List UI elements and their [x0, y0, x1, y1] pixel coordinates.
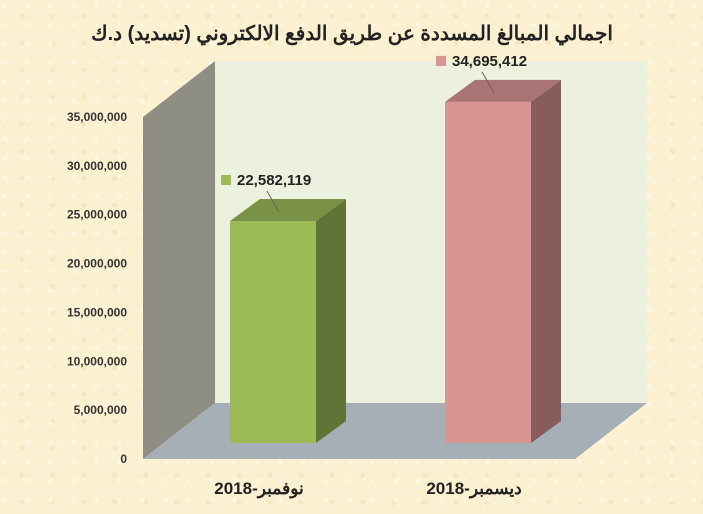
data-label-key: [221, 175, 231, 185]
data-label-leader: [266, 190, 280, 213]
bar-front: [230, 221, 316, 443]
bar-top: [445, 79, 561, 102]
y-tick-label: 30,000,000: [67, 159, 127, 173]
category-label: ديسمبر-2018: [426, 479, 521, 499]
floor: [143, 403, 647, 459]
y-tick-label: 15,000,000: [67, 305, 127, 319]
bar-side: [531, 79, 561, 443]
data-label: 22,582,119: [237, 172, 311, 189]
category-label: نوفمبر-2018: [214, 479, 303, 499]
data-label-key: [436, 55, 446, 66]
bars: [230, 79, 561, 443]
y-tick-label: 5,000,000: [74, 403, 128, 417]
y-tick-label: 25,000,000: [67, 208, 127, 222]
y-tick-label: 35,000,000: [67, 110, 127, 124]
side-wall: [143, 61, 215, 459]
bar-side: [316, 199, 346, 443]
data-label-leader: [481, 71, 495, 94]
y-tick-label: 20,000,000: [67, 257, 127, 271]
bar: [230, 199, 346, 443]
y-axis-ticks: 0 5,000,000 10,000,000 15,000,000 20,000,000…: [67, 110, 127, 466]
bar: [445, 79, 561, 443]
y-tick-label: 0: [120, 452, 127, 466]
bar-top: [230, 199, 346, 221]
category-labels: نوفمبر-2018 ديسمبر-2018: [214, 479, 521, 499]
data-label: 34,695,412: [452, 53, 527, 70]
chart-title: اجمالي المبالغ المسددة عن طريق الدفع الا…: [91, 23, 613, 46]
data-labels: 22,582,119 34,695,412: [221, 53, 527, 213]
bar-front: [445, 101, 531, 443]
y-tick-label: 10,000,000: [67, 354, 127, 368]
